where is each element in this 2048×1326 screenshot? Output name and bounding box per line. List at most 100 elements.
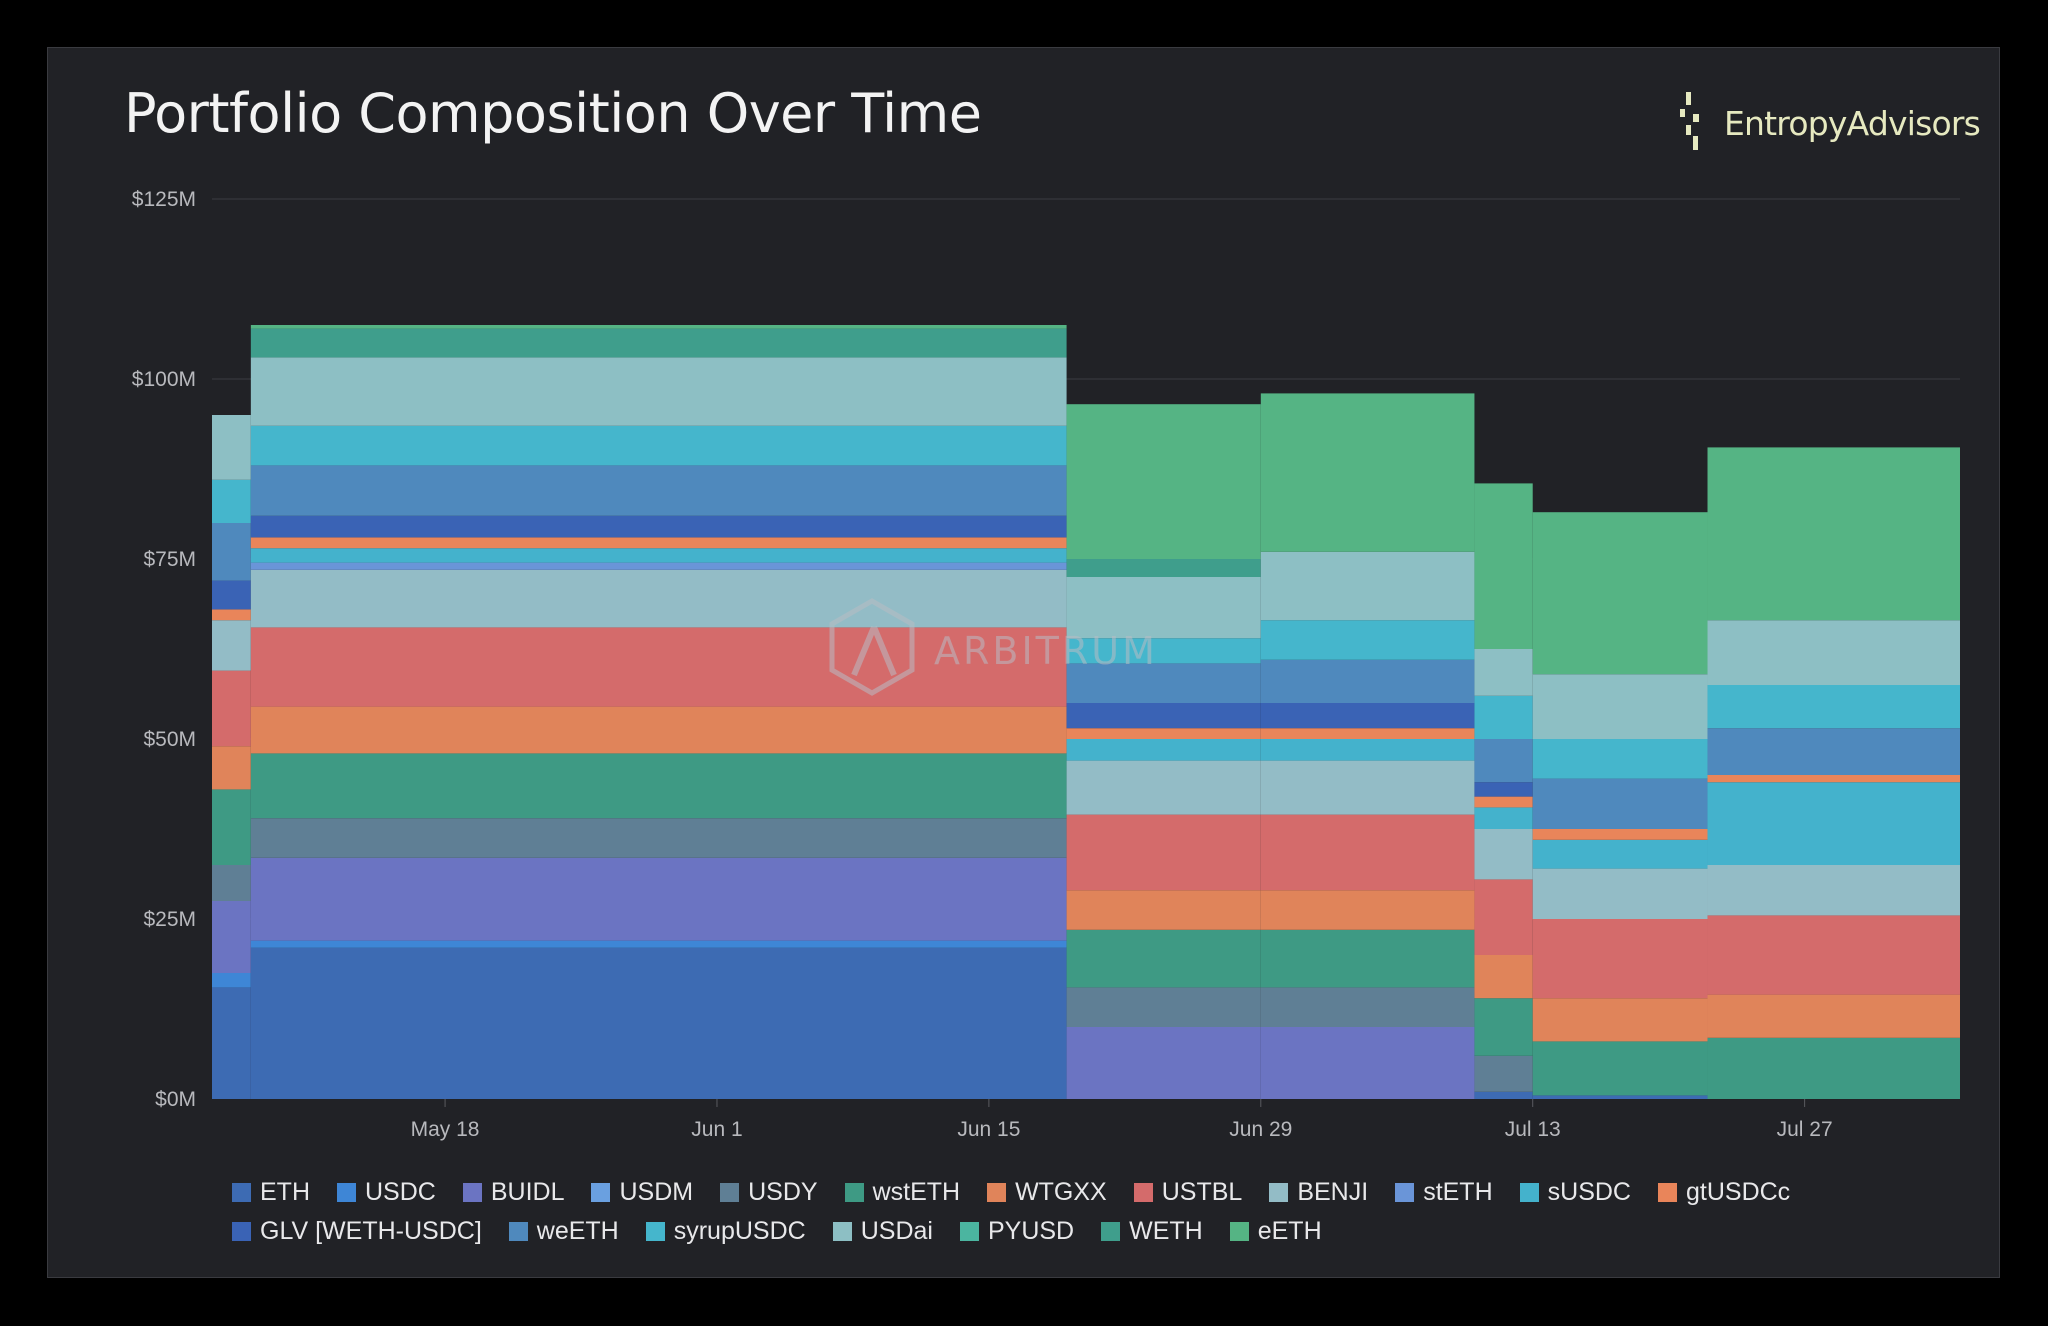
area-segment-susdc bbox=[1707, 782, 1960, 865]
legend-item[interactable]: stETH bbox=[1395, 1178, 1493, 1207]
area-segment-ustbl bbox=[1066, 814, 1261, 891]
legend-swatch bbox=[959, 1222, 979, 1241]
legend-item[interactable]: ETH bbox=[232, 1178, 310, 1207]
area-segment-ustbl bbox=[1532, 919, 1708, 999]
area-segment-usdai bbox=[250, 357, 1067, 426]
area-segment-benji bbox=[1474, 829, 1533, 880]
area-segment-syrupusdc bbox=[1066, 638, 1261, 664]
legend-item[interactable]: WTGXX bbox=[987, 1178, 1107, 1207]
area-segment-usdai bbox=[1066, 577, 1261, 639]
area-segment-wsteth bbox=[1260, 929, 1475, 988]
area-segment-wsteth bbox=[250, 753, 1067, 819]
legend-label: GLV [WETH-USDC] bbox=[260, 1217, 482, 1245]
y-tick-label: $125M bbox=[132, 188, 196, 211]
area-segment-ustbl bbox=[1474, 879, 1533, 955]
legend-label: WTGXX bbox=[1015, 1178, 1107, 1206]
legend-item[interactable]: wstETH bbox=[844, 1178, 960, 1207]
legend-item[interactable]: USTBL bbox=[1133, 1178, 1243, 1207]
area-segment-wsteth bbox=[1474, 998, 1533, 1056]
legend-item[interactable]: PYUSD bbox=[959, 1217, 1074, 1246]
x-tick-label: Jul 27 bbox=[1777, 1118, 1833, 1141]
area-segment-gtusdcc bbox=[1532, 829, 1708, 840]
area-segment-wtgxx bbox=[250, 706, 1067, 754]
area-segment-benji bbox=[1532, 868, 1708, 919]
area-segment-steth bbox=[250, 562, 1067, 570]
legend-item[interactable]: BENJI bbox=[1269, 1178, 1368, 1207]
legend-item[interactable]: USDC bbox=[337, 1178, 436, 1207]
area-segment-syrupusdc bbox=[212, 479, 251, 523]
watermark-text: ARBITRUM bbox=[934, 629, 1158, 673]
area-segment-weeth bbox=[1532, 778, 1708, 829]
legend-swatch bbox=[645, 1222, 665, 1241]
legend-label: ETH bbox=[260, 1178, 310, 1206]
legend-item[interactable]: gtUSDCc bbox=[1657, 1178, 1790, 1207]
legend-label: USTBL bbox=[1161, 1178, 1243, 1206]
legend-label: USDai bbox=[860, 1217, 933, 1245]
area-segment-benji bbox=[250, 569, 1067, 628]
legend-swatch bbox=[832, 1222, 852, 1241]
area-segment-gtusdcc bbox=[1260, 728, 1475, 739]
area-segment-usdai bbox=[1707, 620, 1960, 685]
area-segment-wsteth bbox=[1532, 1041, 1708, 1096]
area-segment-weeth bbox=[250, 465, 1067, 516]
area-segment-benji bbox=[212, 620, 251, 671]
area-segment-susdc bbox=[1260, 739, 1475, 761]
area-segment-weeth bbox=[1066, 663, 1261, 703]
area-segment-usdy bbox=[1260, 987, 1475, 1027]
brand-name-part2: Advisors bbox=[1846, 104, 1981, 143]
area-segment-usdy bbox=[1474, 1055, 1533, 1092]
legend-label: USDC bbox=[365, 1178, 436, 1206]
area-segment-usdy bbox=[250, 818, 1067, 858]
legend-swatch bbox=[508, 1222, 528, 1241]
legend-row: GLV [WETH-USDC] weETH syrupUSDC USDai PYUSD W… bbox=[232, 1212, 1952, 1251]
area-segment-susdc bbox=[1532, 839, 1708, 869]
y-tick-label: $75M bbox=[143, 548, 196, 571]
area-segment-gtusdcc bbox=[1474, 796, 1533, 808]
area-segment-ustbl bbox=[212, 670, 251, 747]
area-segment-susdc bbox=[1474, 807, 1533, 829]
legend-item[interactable]: USDY bbox=[720, 1178, 818, 1207]
area-segment-benji bbox=[1066, 760, 1261, 815]
area-segment-ustbl bbox=[1260, 814, 1475, 891]
legend-item[interactable]: USDM bbox=[591, 1178, 693, 1207]
area-segment-gtusdcc bbox=[212, 609, 251, 621]
area-segment-usdai bbox=[1260, 551, 1475, 621]
chart-legend: ETH USDC BUIDL USDM USDY wstETH WTGXX USTBL BENJ… bbox=[232, 1173, 1952, 1251]
area-segment-wtgxx bbox=[1707, 994, 1960, 1038]
area-segment-syrupusdc bbox=[1474, 695, 1533, 739]
chart-title: Portfolio Composition Over Time bbox=[124, 82, 982, 145]
legend-item[interactable]: USDai bbox=[832, 1217, 933, 1246]
area-segment-weeth bbox=[212, 523, 251, 581]
area-segment-buidl bbox=[212, 901, 251, 973]
area-segment-glv-weth-usdc bbox=[1066, 703, 1261, 729]
area-segment-susdc bbox=[1066, 739, 1261, 761]
legend-item[interactable]: GLV [WETH-USDC] bbox=[232, 1217, 482, 1246]
legend-item[interactable]: eETH bbox=[1229, 1217, 1322, 1246]
legend-swatch bbox=[1229, 1222, 1249, 1241]
legend-item[interactable]: syrupUSDC bbox=[645, 1217, 806, 1246]
area-segment-usdc bbox=[212, 973, 251, 988]
x-tick-label: Jun 15 bbox=[957, 1118, 1020, 1141]
x-tick-label: Jul 13 bbox=[1505, 1118, 1561, 1141]
chart-areas bbox=[212, 325, 1960, 1099]
legend-swatch bbox=[232, 1183, 251, 1202]
area-segment-weth bbox=[250, 328, 1067, 358]
legend-row: ETH USDC BUIDL USDM USDY wstETH WTGXX USTBL BENJ… bbox=[232, 1173, 1952, 1212]
area-segment-syrupusdc bbox=[250, 425, 1067, 466]
legend-item[interactable]: weETH bbox=[508, 1217, 619, 1246]
legend-label: WETH bbox=[1129, 1217, 1203, 1245]
area-segment-eeth bbox=[1066, 404, 1261, 559]
area-segment-usdc bbox=[250, 940, 1067, 948]
area-segment-usdai bbox=[1532, 674, 1708, 739]
legend-item[interactable]: WETH bbox=[1101, 1217, 1203, 1246]
legend-swatch bbox=[720, 1183, 740, 1202]
legend-item[interactable]: sUSDC bbox=[1519, 1178, 1631, 1207]
area-segment-eeth bbox=[1474, 483, 1533, 649]
area-segment-glv-weth-usdc bbox=[212, 580, 251, 610]
area-segment-ustbl bbox=[250, 627, 1067, 707]
area-segment-wtgxx bbox=[1260, 890, 1475, 930]
brand-name: EntropyAdvisors bbox=[1724, 104, 1981, 143]
legend-item[interactable]: BUIDL bbox=[462, 1178, 564, 1207]
entropy-advisors-logo-icon bbox=[1680, 92, 1699, 150]
legend-swatch bbox=[987, 1183, 1007, 1202]
